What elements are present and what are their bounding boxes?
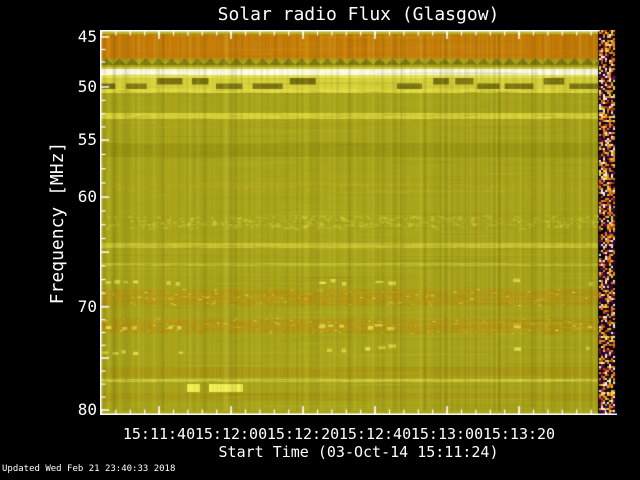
y-tick-label: 55 [77,130,97,150]
x-tick-label: 15:13:00 [410,425,484,443]
x-axis-title: Start Time (03-Oct-14 15:11:24) [218,443,499,461]
y-tick-label: 60 [77,187,97,207]
chart-title: Solar radio Flux (Glasgow) [217,4,500,25]
x-tick-label: 15:12:40 [338,425,412,443]
x-tick-label: 15:12:00 [194,425,268,443]
y-tick-label: 70 [77,296,97,316]
spectrogram-canvas [100,30,617,415]
y-tick-label: 80 [77,399,97,419]
x-tick-label: 15:11:40 [122,425,196,443]
y-tick-label: 50 [77,76,97,96]
update-timestamp: Updated Wed Feb 21 23:40:33 2018 [2,464,176,474]
x-tick-label: 15:13:20 [482,425,556,443]
y-axis-title: Frequency [MHz] [47,141,68,305]
y-tick-label: 45 [77,26,97,46]
x-tick-label: 15:12:20 [266,425,340,443]
